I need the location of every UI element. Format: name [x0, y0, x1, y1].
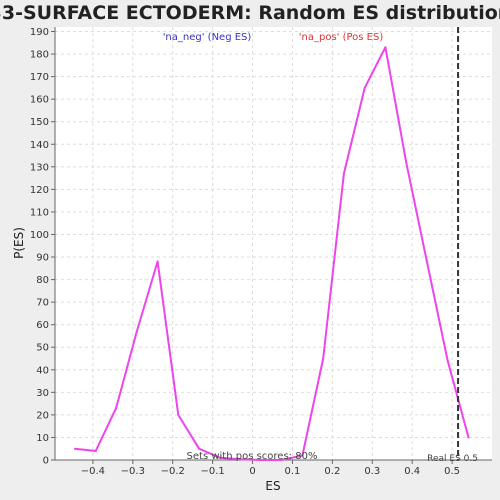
data-point	[405, 161, 408, 164]
legend-neg-label: 'na_neg' (Neg ES)	[163, 32, 252, 43]
data-point	[135, 330, 138, 333]
x-tick-label: −0.3	[121, 466, 145, 477]
y-tick-label: 100	[30, 230, 49, 241]
x-axis-ticks: −0.4 −0.3 −0.2 −0.1 0 0.1 0.2 0.3 0.4 0.5	[81, 460, 460, 477]
data-point	[239, 458, 242, 461]
legend-pos-label: 'na_pos' (Pos ES)	[299, 32, 384, 43]
data-point	[342, 172, 345, 175]
data-point	[467, 436, 470, 439]
y-tick-label: 180	[30, 50, 49, 61]
y-tick-label: 50	[36, 343, 49, 354]
y-tick-label: 150	[30, 117, 49, 128]
chart-title: 33-SURFACE ECTODERM: Random ES distribut…	[0, 2, 500, 24]
data-point	[322, 357, 325, 360]
y-tick-label: 190	[30, 27, 49, 38]
es-distribution-line	[74, 46, 470, 461]
x-tick-label: 0	[249, 466, 255, 477]
data-point	[198, 447, 201, 450]
real-es-label: Real ES 0.5	[427, 454, 478, 464]
series-layer	[73, 46, 470, 461]
data-point	[384, 46, 387, 49]
y-tick-label: 170	[30, 72, 49, 83]
y-tick-label: 70	[36, 298, 49, 309]
data-point	[218, 456, 221, 459]
y-tick-label: 120	[30, 185, 49, 196]
y-tick-label: 80	[36, 275, 49, 286]
data-point	[94, 449, 97, 452]
y-tick-label: 60	[36, 320, 49, 331]
pos-scores-annotation: Sets with pos scores: 80%	[187, 451, 318, 462]
grid-layer	[55, 27, 492, 460]
x-axis-label: ES	[265, 479, 280, 493]
y-axis-label: P(ES)	[12, 227, 26, 259]
y-tick-label: 40	[36, 365, 49, 376]
data-point	[363, 86, 366, 89]
x-tick-label: −0.4	[81, 466, 105, 477]
y-tick-label: 90	[36, 253, 49, 264]
x-tick-label: 0.3	[364, 466, 380, 477]
x-tick-label: 0.2	[324, 466, 340, 477]
y-tick-label: 20	[36, 410, 49, 421]
x-tick-label: 0.5	[444, 466, 460, 477]
data-point	[259, 459, 262, 461]
data-point	[425, 260, 428, 263]
x-tick-label: −0.1	[200, 466, 224, 477]
y-tick-label: 10	[36, 433, 49, 444]
x-tick-label: −0.2	[161, 466, 185, 477]
data-point	[280, 459, 283, 461]
y-axis-ticks: 0 10 20 30 40 50 60 70 80 90 100 110 120 130 140 150 160…	[30, 27, 55, 467]
y-tick-label: 30	[36, 388, 49, 399]
x-tick-label: 0.1	[285, 466, 301, 477]
y-tick-label: 130	[30, 162, 49, 173]
data-point	[73, 447, 76, 450]
y-tick-label: 160	[30, 95, 49, 106]
data-point	[301, 454, 304, 457]
data-point	[177, 413, 180, 416]
y-tick-label: 0	[43, 456, 49, 467]
y-tick-label: 140	[30, 140, 49, 151]
y-tick-label: 110	[30, 207, 49, 218]
data-point	[115, 407, 118, 410]
data-point	[156, 260, 159, 263]
data-point	[446, 359, 449, 362]
x-tick-label: 0.4	[404, 466, 420, 477]
